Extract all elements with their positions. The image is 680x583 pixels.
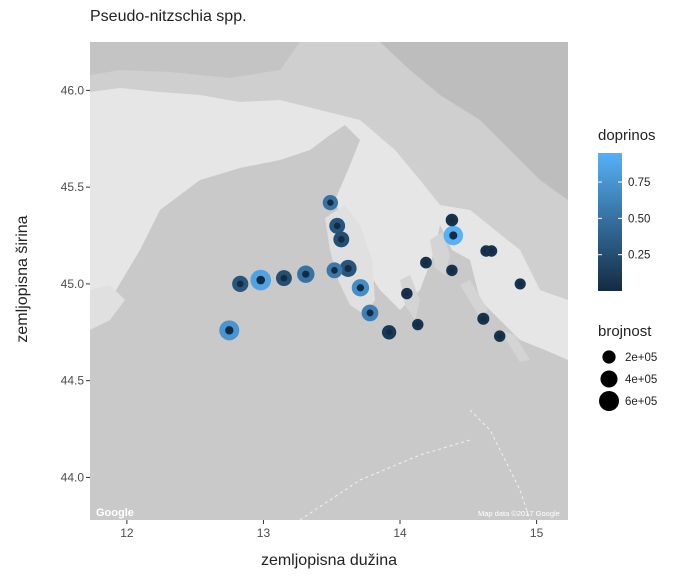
y-tick-label: 45.5 <box>61 180 85 194</box>
google-logo: Google <box>96 507 134 519</box>
y-tick-label: 44.5 <box>61 374 85 388</box>
mountain-relief <box>90 42 568 300</box>
data-point-core <box>344 264 352 273</box>
color-bar-label: 0.75 <box>628 177 650 189</box>
data-point-core <box>366 309 374 317</box>
data-point-core <box>423 260 429 266</box>
size-legend-title: brojnost <box>598 323 652 340</box>
data-point-core <box>386 329 393 336</box>
size-legend-dot <box>602 350 616 364</box>
size-legend-label: 2e+05 <box>625 352 657 364</box>
y-tick-label: 46.0 <box>61 83 85 97</box>
x-axis-label: zemljopisna dužina <box>260 552 398 569</box>
size-legend-dot <box>599 391 619 411</box>
y-tick-label: 44.0 <box>61 470 85 484</box>
island-krk <box>430 232 450 275</box>
x-tick-label: 14 <box>393 526 407 540</box>
basemap: Google Map data ©2017 Google <box>90 42 568 520</box>
island-pag <box>500 330 530 362</box>
data-point-core <box>517 281 523 287</box>
po-delta <box>90 285 125 330</box>
data-point-core <box>236 280 244 288</box>
island-rab <box>460 280 488 318</box>
chart-title: Pseudo-nitzschia spp. <box>90 8 247 25</box>
color-legend: doprinos 0.75 0.50 0.25 <box>598 127 656 291</box>
data-point-core <box>256 275 266 285</box>
data-point-core <box>331 267 338 274</box>
data-point-core <box>497 333 503 339</box>
mountain-relief-dark <box>380 42 568 200</box>
data-point-core <box>489 248 494 254</box>
sea-border-line-2 <box>299 439 471 520</box>
data-point-core <box>225 326 234 335</box>
sea-border-line <box>469 409 531 520</box>
data-point-core <box>280 274 288 282</box>
data-point-core <box>404 291 410 296</box>
adriatic-sea <box>90 125 568 520</box>
x-tick-label: 12 <box>120 526 134 540</box>
x-tick-label: 15 <box>530 526 544 540</box>
data-point-core <box>449 217 455 223</box>
data-points <box>219 194 526 342</box>
map-attribution: Map data ©2017 Google <box>478 509 560 518</box>
data-point-core <box>480 316 486 322</box>
data-point-core <box>449 267 455 273</box>
size-legend-label: 4e+05 <box>625 374 657 386</box>
data-point-core <box>333 222 341 230</box>
y-tick-label: 45.0 <box>61 277 85 291</box>
size-legend-label: 6e+05 <box>625 396 657 408</box>
color-bar-label: 0.25 <box>628 250 650 262</box>
axes: 12 13 14 15 44.0 44.5 45.0 45.5 46.0 <box>61 83 544 540</box>
x-tick-label: 13 <box>257 526 271 540</box>
color-legend-title: doprinos <box>598 127 656 144</box>
alps-relief <box>90 42 300 78</box>
color-bar-ticks: 0.75 0.50 0.25 <box>598 177 650 262</box>
size-legend: brojnost 2e+05 4e+05 6e+05 <box>598 323 657 411</box>
data-point-core <box>327 199 334 206</box>
data-point-core <box>337 236 345 243</box>
data-point-core <box>449 231 458 240</box>
data-point-core <box>415 322 421 327</box>
data-point-core <box>356 284 365 292</box>
data-point-core <box>302 270 310 278</box>
size-legend-dot <box>600 370 618 388</box>
color-bar <box>598 153 622 291</box>
color-bar-label: 0.50 <box>628 213 650 225</box>
